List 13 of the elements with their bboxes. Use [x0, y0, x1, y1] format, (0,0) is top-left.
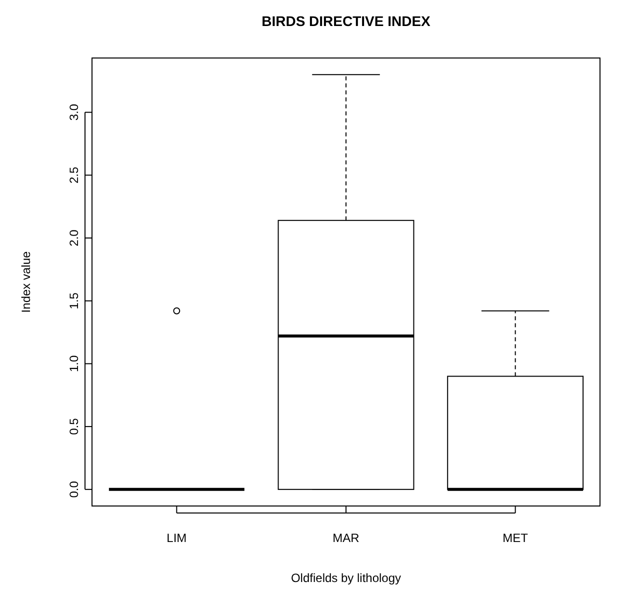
y-tick-label: 2.0: [67, 229, 81, 246]
y-tick-label: 1.0: [67, 355, 81, 372]
chart-title: BIRDS DIRECTIVE INDEX: [262, 13, 432, 29]
x-axis-title: Oldfields by lithology: [290, 571, 402, 585]
y-tick-label: 0.5: [67, 418, 81, 435]
y-tick-label: 0.0: [67, 480, 81, 498]
x-tick-label: LIM: [166, 531, 187, 545]
x-tick-label: MAR: [332, 531, 360, 545]
y-tick-label: 2.5: [67, 166, 81, 184]
y-tick-label: 3.0: [67, 104, 81, 121]
y-tick-label: 1.5: [67, 292, 81, 310]
y-axis-title: Index value: [19, 250, 33, 313]
x-tick-label: MET: [502, 531, 529, 545]
